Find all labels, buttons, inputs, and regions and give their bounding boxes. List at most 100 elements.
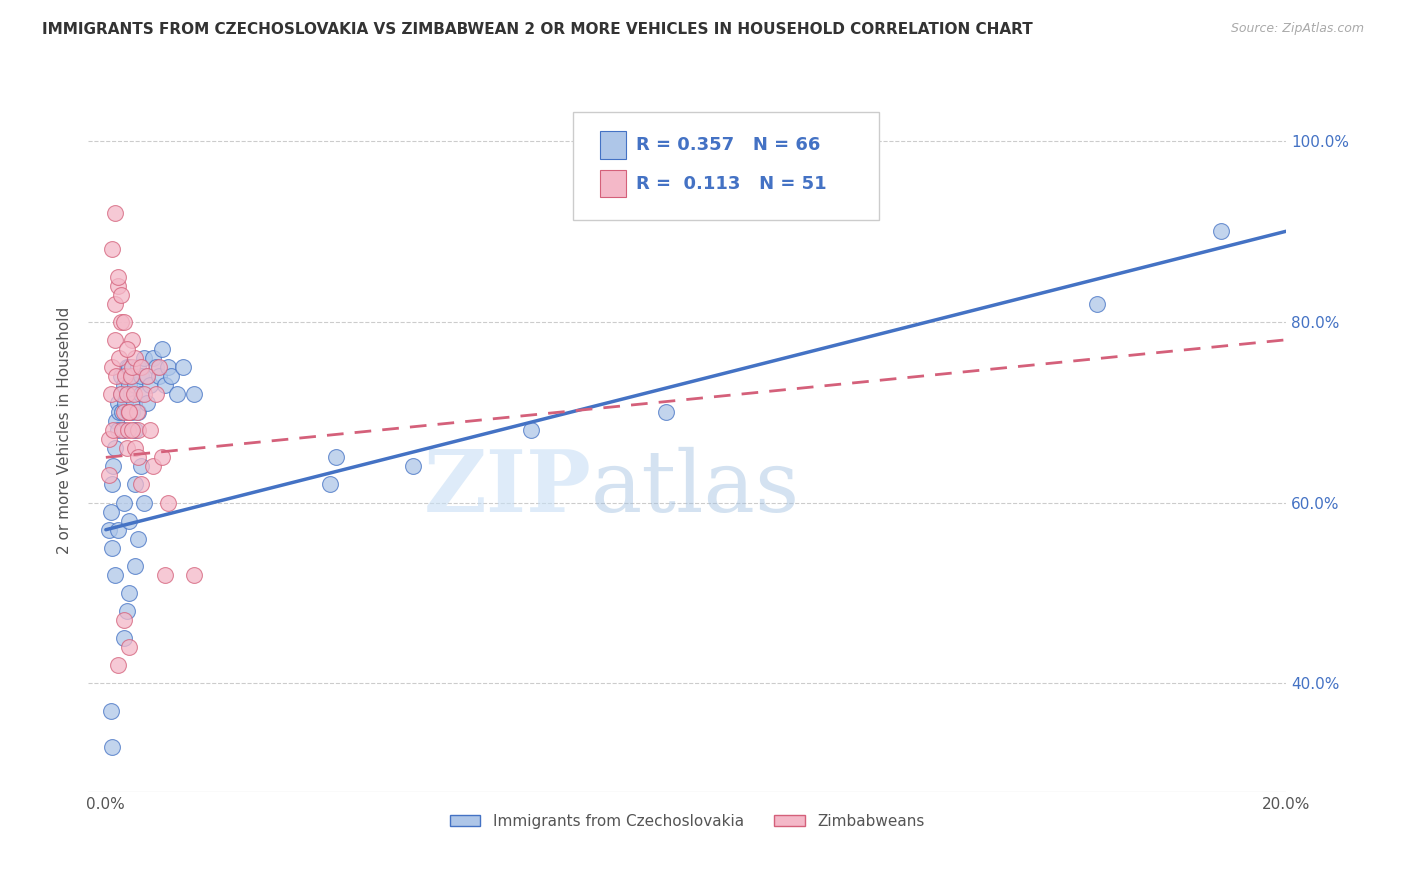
Point [125, 405, 148, 419]
Point [115, 387, 138, 401]
Point [101, 459, 124, 474]
Point [112, 423, 135, 437]
Point [110, 387, 132, 401]
Point [101, 423, 124, 437]
Point [402, 459, 425, 474]
Point [114, 396, 136, 410]
Point [136, 396, 159, 410]
Point [122, 396, 145, 410]
Point [156, 359, 179, 374]
Point [110, 315, 132, 329]
Point [145, 387, 167, 401]
Point [139, 423, 162, 437]
Point [117, 423, 139, 437]
Point [115, 604, 138, 618]
Point [124, 378, 146, 392]
Point [112, 315, 135, 329]
Point [104, 296, 127, 310]
Bar [599, 131, 626, 159]
Point [105, 414, 128, 428]
Point [153, 378, 176, 392]
Point [325, 450, 347, 465]
Point [107, 269, 129, 284]
Text: R = 0.357   N = 66: R = 0.357 N = 66 [636, 136, 820, 154]
Point [121, 369, 143, 384]
Point [122, 387, 145, 401]
Point [120, 387, 142, 401]
Point [108, 405, 131, 419]
Text: R =  0.113   N = 51: R = 0.113 N = 51 [636, 175, 827, 193]
Point [166, 387, 188, 401]
Point [108, 351, 131, 365]
Legend: Immigrants from Czechoslovakia, Zimbabweans: Immigrants from Czechoslovakia, Zimbabwe… [444, 808, 931, 835]
Point [121, 333, 143, 347]
Point [97, 432, 120, 446]
Point [156, 495, 179, 509]
Point [120, 369, 142, 384]
Point [111, 405, 134, 419]
Point [112, 632, 135, 646]
Point [100, 477, 122, 491]
Y-axis label: 2 or more Vehicles in Household: 2 or more Vehicles in Household [58, 307, 72, 554]
Text: ZIP: ZIP [423, 446, 592, 530]
Point [129, 477, 152, 491]
Point [118, 405, 141, 419]
Point [134, 387, 156, 401]
Point [136, 369, 159, 384]
Point [118, 359, 141, 374]
Point [100, 243, 122, 257]
Point [129, 359, 152, 374]
Point [655, 405, 678, 419]
Point [118, 640, 141, 655]
Point [112, 378, 135, 392]
Bar [599, 169, 626, 197]
Point [112, 613, 135, 627]
Point [134, 495, 156, 509]
Point [97, 523, 120, 537]
Point [319, 477, 342, 491]
Point [111, 423, 134, 437]
Point [110, 387, 132, 401]
Point [124, 423, 146, 437]
FancyBboxPatch shape [574, 112, 879, 220]
Point [117, 405, 139, 419]
Point [124, 558, 146, 573]
Point [127, 405, 149, 419]
Point [127, 359, 149, 374]
Point [121, 359, 143, 374]
Point [121, 405, 143, 419]
Point [115, 342, 138, 356]
Point [118, 586, 141, 600]
Point [107, 658, 129, 673]
Point [107, 396, 129, 410]
Point [104, 206, 127, 220]
Point [153, 568, 176, 582]
Point [100, 505, 122, 519]
Point [1085, 296, 1108, 310]
Point [159, 369, 181, 384]
Point [115, 359, 138, 374]
Point [136, 369, 159, 384]
Point [127, 532, 149, 546]
Point [110, 287, 132, 301]
Point [100, 541, 122, 555]
Point [148, 359, 170, 374]
Point [142, 351, 165, 365]
Point [145, 359, 167, 374]
Point [118, 405, 141, 419]
Point [183, 568, 205, 582]
Point [107, 278, 129, 293]
Point [107, 523, 129, 537]
Point [129, 369, 152, 384]
Point [139, 378, 162, 392]
Point [129, 387, 152, 401]
Point [519, 423, 541, 437]
Point [112, 495, 135, 509]
Point [118, 514, 141, 528]
Point [1209, 224, 1232, 238]
Point [121, 423, 143, 437]
Point [100, 704, 122, 718]
Point [183, 387, 205, 401]
Text: IMMIGRANTS FROM CZECHOSLOVAKIA VS ZIMBABWEAN 2 OR MORE VEHICLES IN HOUSEHOLD COR: IMMIGRANTS FROM CZECHOSLOVAKIA VS ZIMBAB… [42, 22, 1033, 37]
Point [112, 405, 135, 419]
